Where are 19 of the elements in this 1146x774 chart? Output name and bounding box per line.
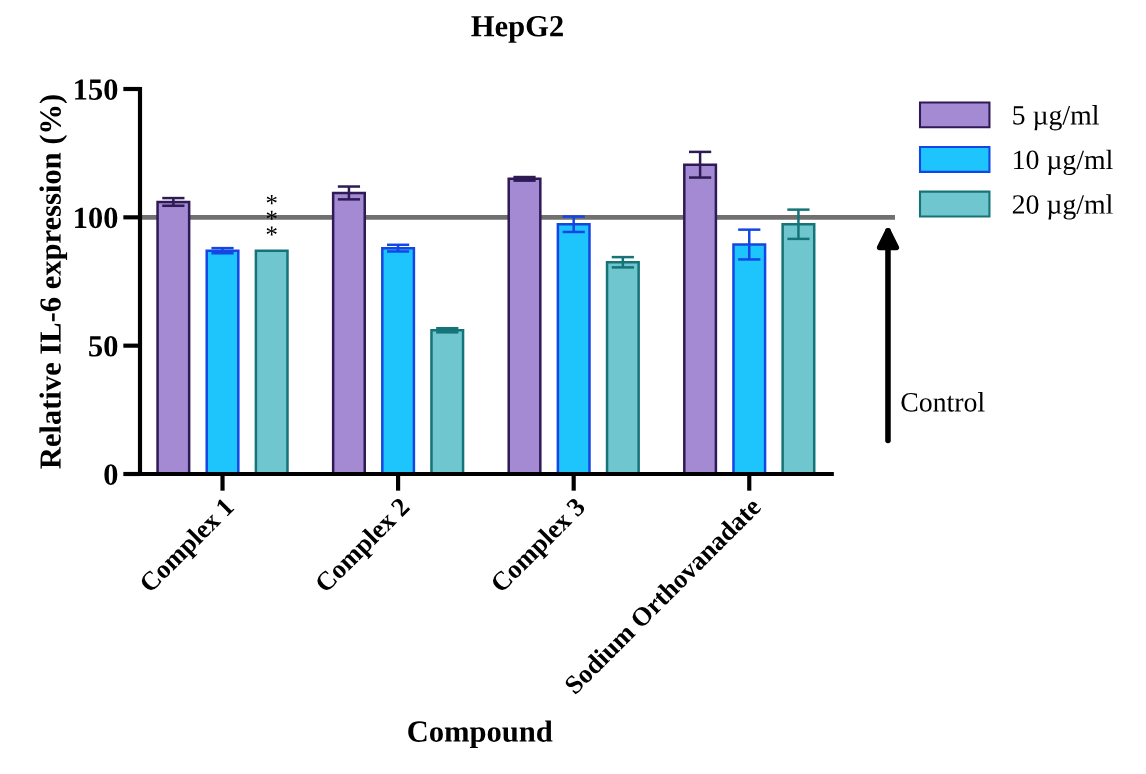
- bar: [331, 191, 366, 474]
- bar: [507, 177, 542, 474]
- bar: [254, 249, 289, 474]
- bar: [156, 200, 191, 474]
- x-axis-title: Compound: [408, 720, 553, 749]
- bar: [430, 329, 465, 474]
- bar: [381, 246, 416, 474]
- y-tick-label: 50: [89, 335, 118, 357]
- y-axis-title: Relative IL-6 expression (%): [39, 95, 68, 469]
- bar: [205, 249, 240, 474]
- legend-label: 20 µg/ml: [1012, 194, 1113, 220]
- y-tick-label: 100: [75, 207, 118, 229]
- legend-label: 5 µg/ml: [1013, 105, 1099, 131]
- text: Control: [901, 392, 985, 412]
- y-tick-label: 0: [104, 464, 118, 485]
- y-tick-label: 150: [75, 79, 118, 100]
- chart-title: HepG2: [471, 15, 563, 43]
- bar: [605, 261, 640, 474]
- legend-label: 10 µg/ml: [1014, 149, 1113, 175]
